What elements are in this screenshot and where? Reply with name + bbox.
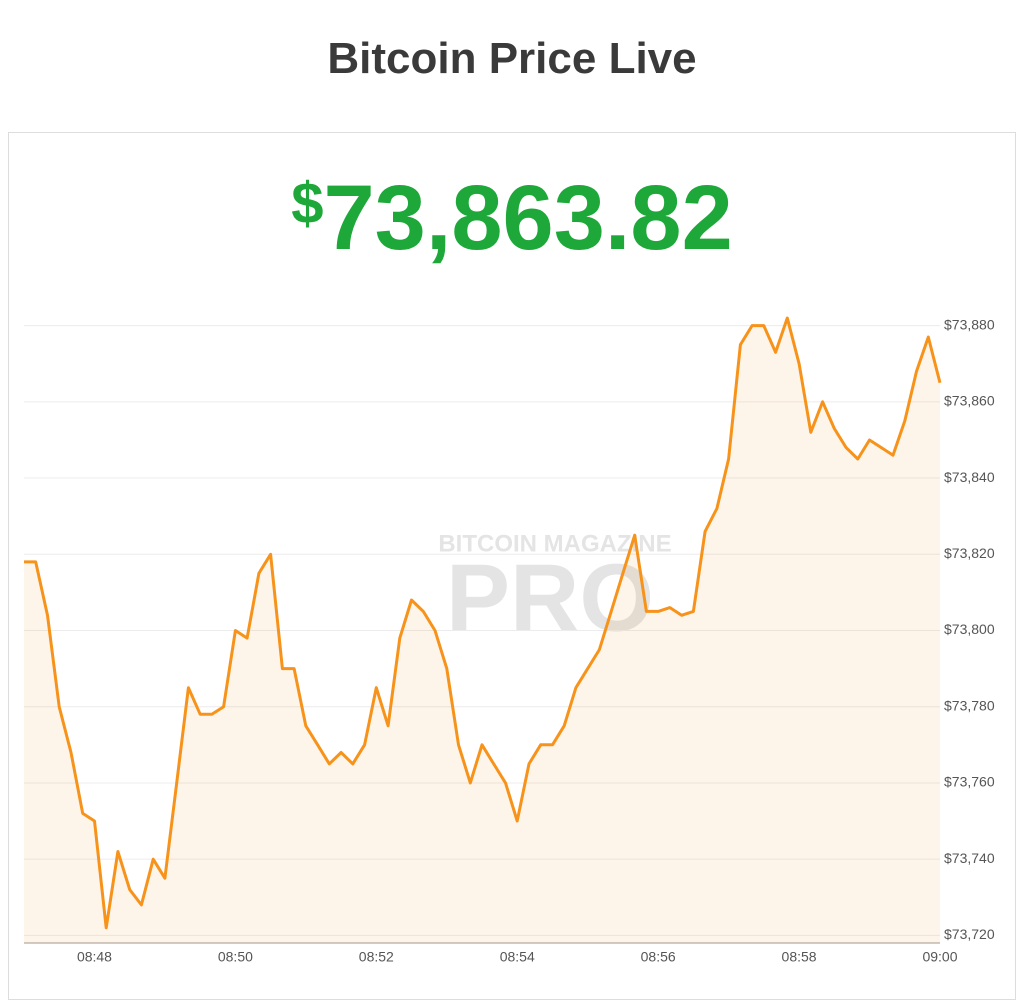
line (24, 316, 942, 930)
y-tick-label: $73,860 (944, 393, 995, 409)
currency-symbol: $ (291, 171, 324, 236)
x-tick-label: 09:00 (922, 949, 957, 965)
y-tick-label: $73,880 (944, 316, 995, 332)
y-tick-label: $73,780 (944, 697, 995, 713)
y-tick-label: $73,820 (944, 545, 995, 561)
x-tick-label: 08:54 (500, 949, 535, 965)
y-tick-label: $73,720 (944, 926, 995, 942)
price-amount: 73,863.82 (323, 167, 733, 269)
y-tick-label: $73,740 (944, 850, 995, 866)
x-tick-label: 08:58 (782, 949, 817, 965)
page-title: Bitcoin Price Live (327, 34, 697, 83)
watermark: PRO (446, 544, 654, 651)
price: $73,863.82 (0, 166, 1024, 271)
y-tick-label: $73,800 (944, 621, 995, 637)
area (24, 318, 940, 943)
card (8, 132, 1016, 1000)
x-tick-label: 08:50 (218, 949, 253, 965)
y-tick-label: $73,840 (944, 469, 995, 485)
x-tick-label: 08:52 (359, 949, 394, 965)
y-tick-label: $73,760 (944, 774, 995, 790)
x-tick-label: 08:48 (77, 949, 112, 965)
x-tick-label: 08:56 (641, 949, 676, 965)
